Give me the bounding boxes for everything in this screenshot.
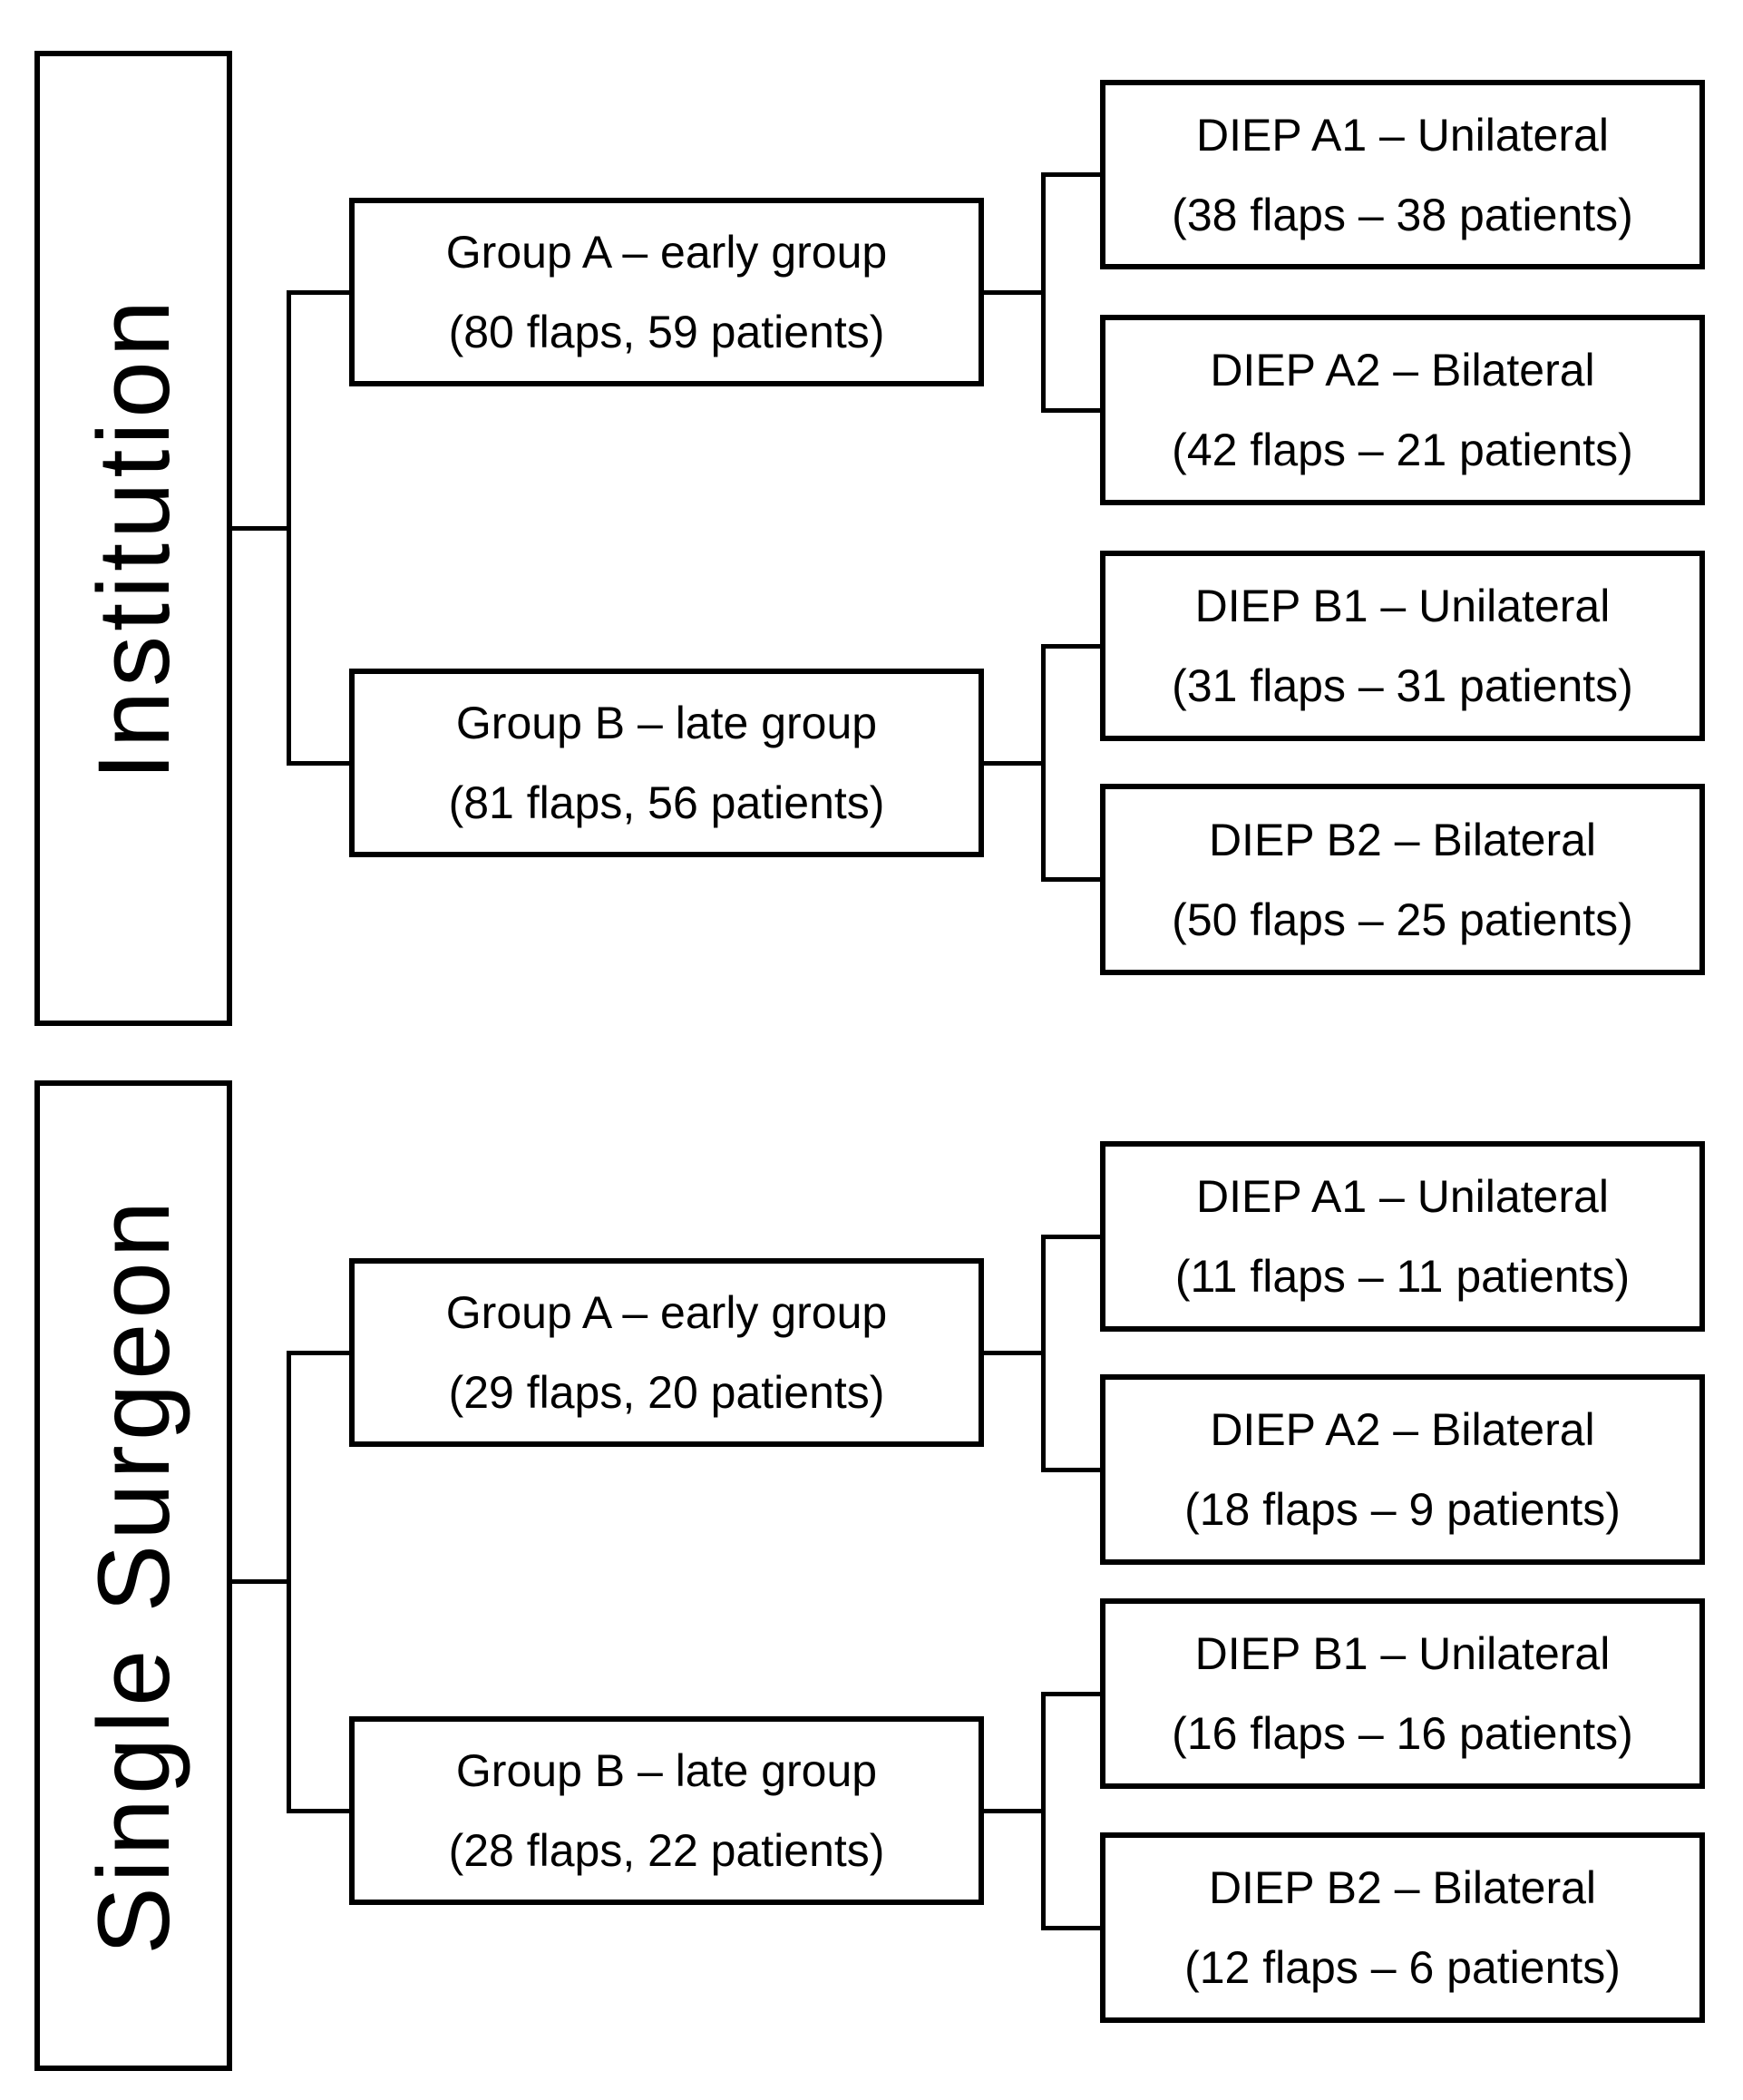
node-diep-b2-single-surgeon: DIEP B2 – Bilateral (12 flaps – 6 patien… [1100,1832,1705,2023]
connector-line [1041,1468,1100,1472]
connector-line [1041,644,1100,649]
connector-line [984,761,1046,766]
node-stats: (11 flaps – 11 patients) [1174,1251,1631,1302]
connector-line [287,290,349,295]
connector-line [287,1351,291,1813]
node-diep-b1-institution: DIEP B1 – Unilateral (31 flaps – 31 pati… [1100,551,1705,741]
node-group-a-institution: Group A – early group (80 flaps, 59 pati… [349,198,984,386]
node-diep-a1-single-surgeon: DIEP A1 – Unilateral (11 flaps – 11 pati… [1100,1141,1705,1332]
connector-line [1041,172,1100,177]
node-stats: (31 flaps – 31 patients) [1172,660,1633,711]
connector-line [1041,1692,1100,1696]
connector-line [1041,1926,1100,1930]
connector-line [1041,644,1046,882]
node-stats: (12 flaps – 6 patients) [1184,1942,1621,1993]
connector-line [1041,1235,1046,1471]
connector-line [1041,877,1100,882]
connector-line [287,1351,349,1355]
node-diep-b1-single-surgeon: DIEP B1 – Unilateral (16 flaps – 16 pati… [1100,1598,1705,1789]
section-label-single-surgeon: Single Surgeon [76,1197,190,1955]
node-title: DIEP B1 – Unilateral [1194,581,1611,631]
node-stats: (50 flaps – 25 patients) [1172,894,1633,945]
node-title: Group A – early group [445,227,888,278]
node-stats: (18 flaps – 9 patients) [1184,1484,1621,1535]
node-stats: (42 flaps – 21 patients) [1172,425,1633,475]
connector-line [232,1579,291,1584]
node-title: DIEP B2 – Bilateral [1208,814,1597,865]
node-title: DIEP A2 – Bilateral [1210,1404,1595,1455]
node-diep-a2-single-surgeon: DIEP A2 – Bilateral (18 flaps – 9 patien… [1100,1374,1705,1565]
node-stats: (29 flaps, 20 patients) [448,1367,885,1418]
node-diep-a1-institution: DIEP A1 – Unilateral (38 flaps – 38 pati… [1100,80,1705,269]
connector-line [984,290,1046,295]
node-title: Group B – late group [455,698,878,748]
node-stats: (16 flaps – 16 patients) [1172,1708,1633,1759]
node-group-b-institution: Group B – late group (81 flaps, 56 patie… [349,669,984,857]
node-title: DIEP B2 – Bilateral [1208,1862,1597,1913]
node-stats: (81 flaps, 56 patients) [448,777,885,828]
node-diep-a2-institution: DIEP A2 – Bilateral (42 flaps – 21 patie… [1100,315,1705,505]
connector-line [1041,408,1100,413]
connector-line [1041,1692,1046,1929]
node-title: Group B – late group [455,1745,878,1796]
node-title: Group A – early group [445,1287,888,1338]
connector-line [1041,172,1046,412]
connector-line [984,1809,1046,1813]
connector-line [232,526,291,531]
connector-line [1041,1235,1100,1239]
node-stats: (80 flaps, 59 patients) [448,307,885,357]
connector-line [287,290,291,766]
connector-line [287,761,349,766]
node-stats: (38 flaps – 38 patients) [1172,189,1633,240]
connector-line [287,1809,349,1813]
node-group-a-single-surgeon: Group A – early group (29 flaps, 20 pati… [349,1258,984,1447]
node-group-b-single-surgeon: Group B – late group (28 flaps, 22 patie… [349,1716,984,1905]
node-title: DIEP B1 – Unilateral [1194,1628,1611,1679]
node-diep-b2-institution: DIEP B2 – Bilateral (50 flaps – 25 patie… [1100,784,1705,975]
connector-line [984,1351,1046,1355]
section-box-institution: Institution [34,51,232,1026]
node-stats: (28 flaps, 22 patients) [448,1825,885,1876]
section-label-institution: Institution [76,296,190,781]
node-title: DIEP A2 – Bilateral [1210,345,1595,396]
node-title: DIEP A1 – Unilateral [1196,109,1609,161]
node-title: DIEP A1 – Unilateral [1196,1171,1609,1222]
section-box-single-surgeon: Single Surgeon [34,1080,232,2071]
